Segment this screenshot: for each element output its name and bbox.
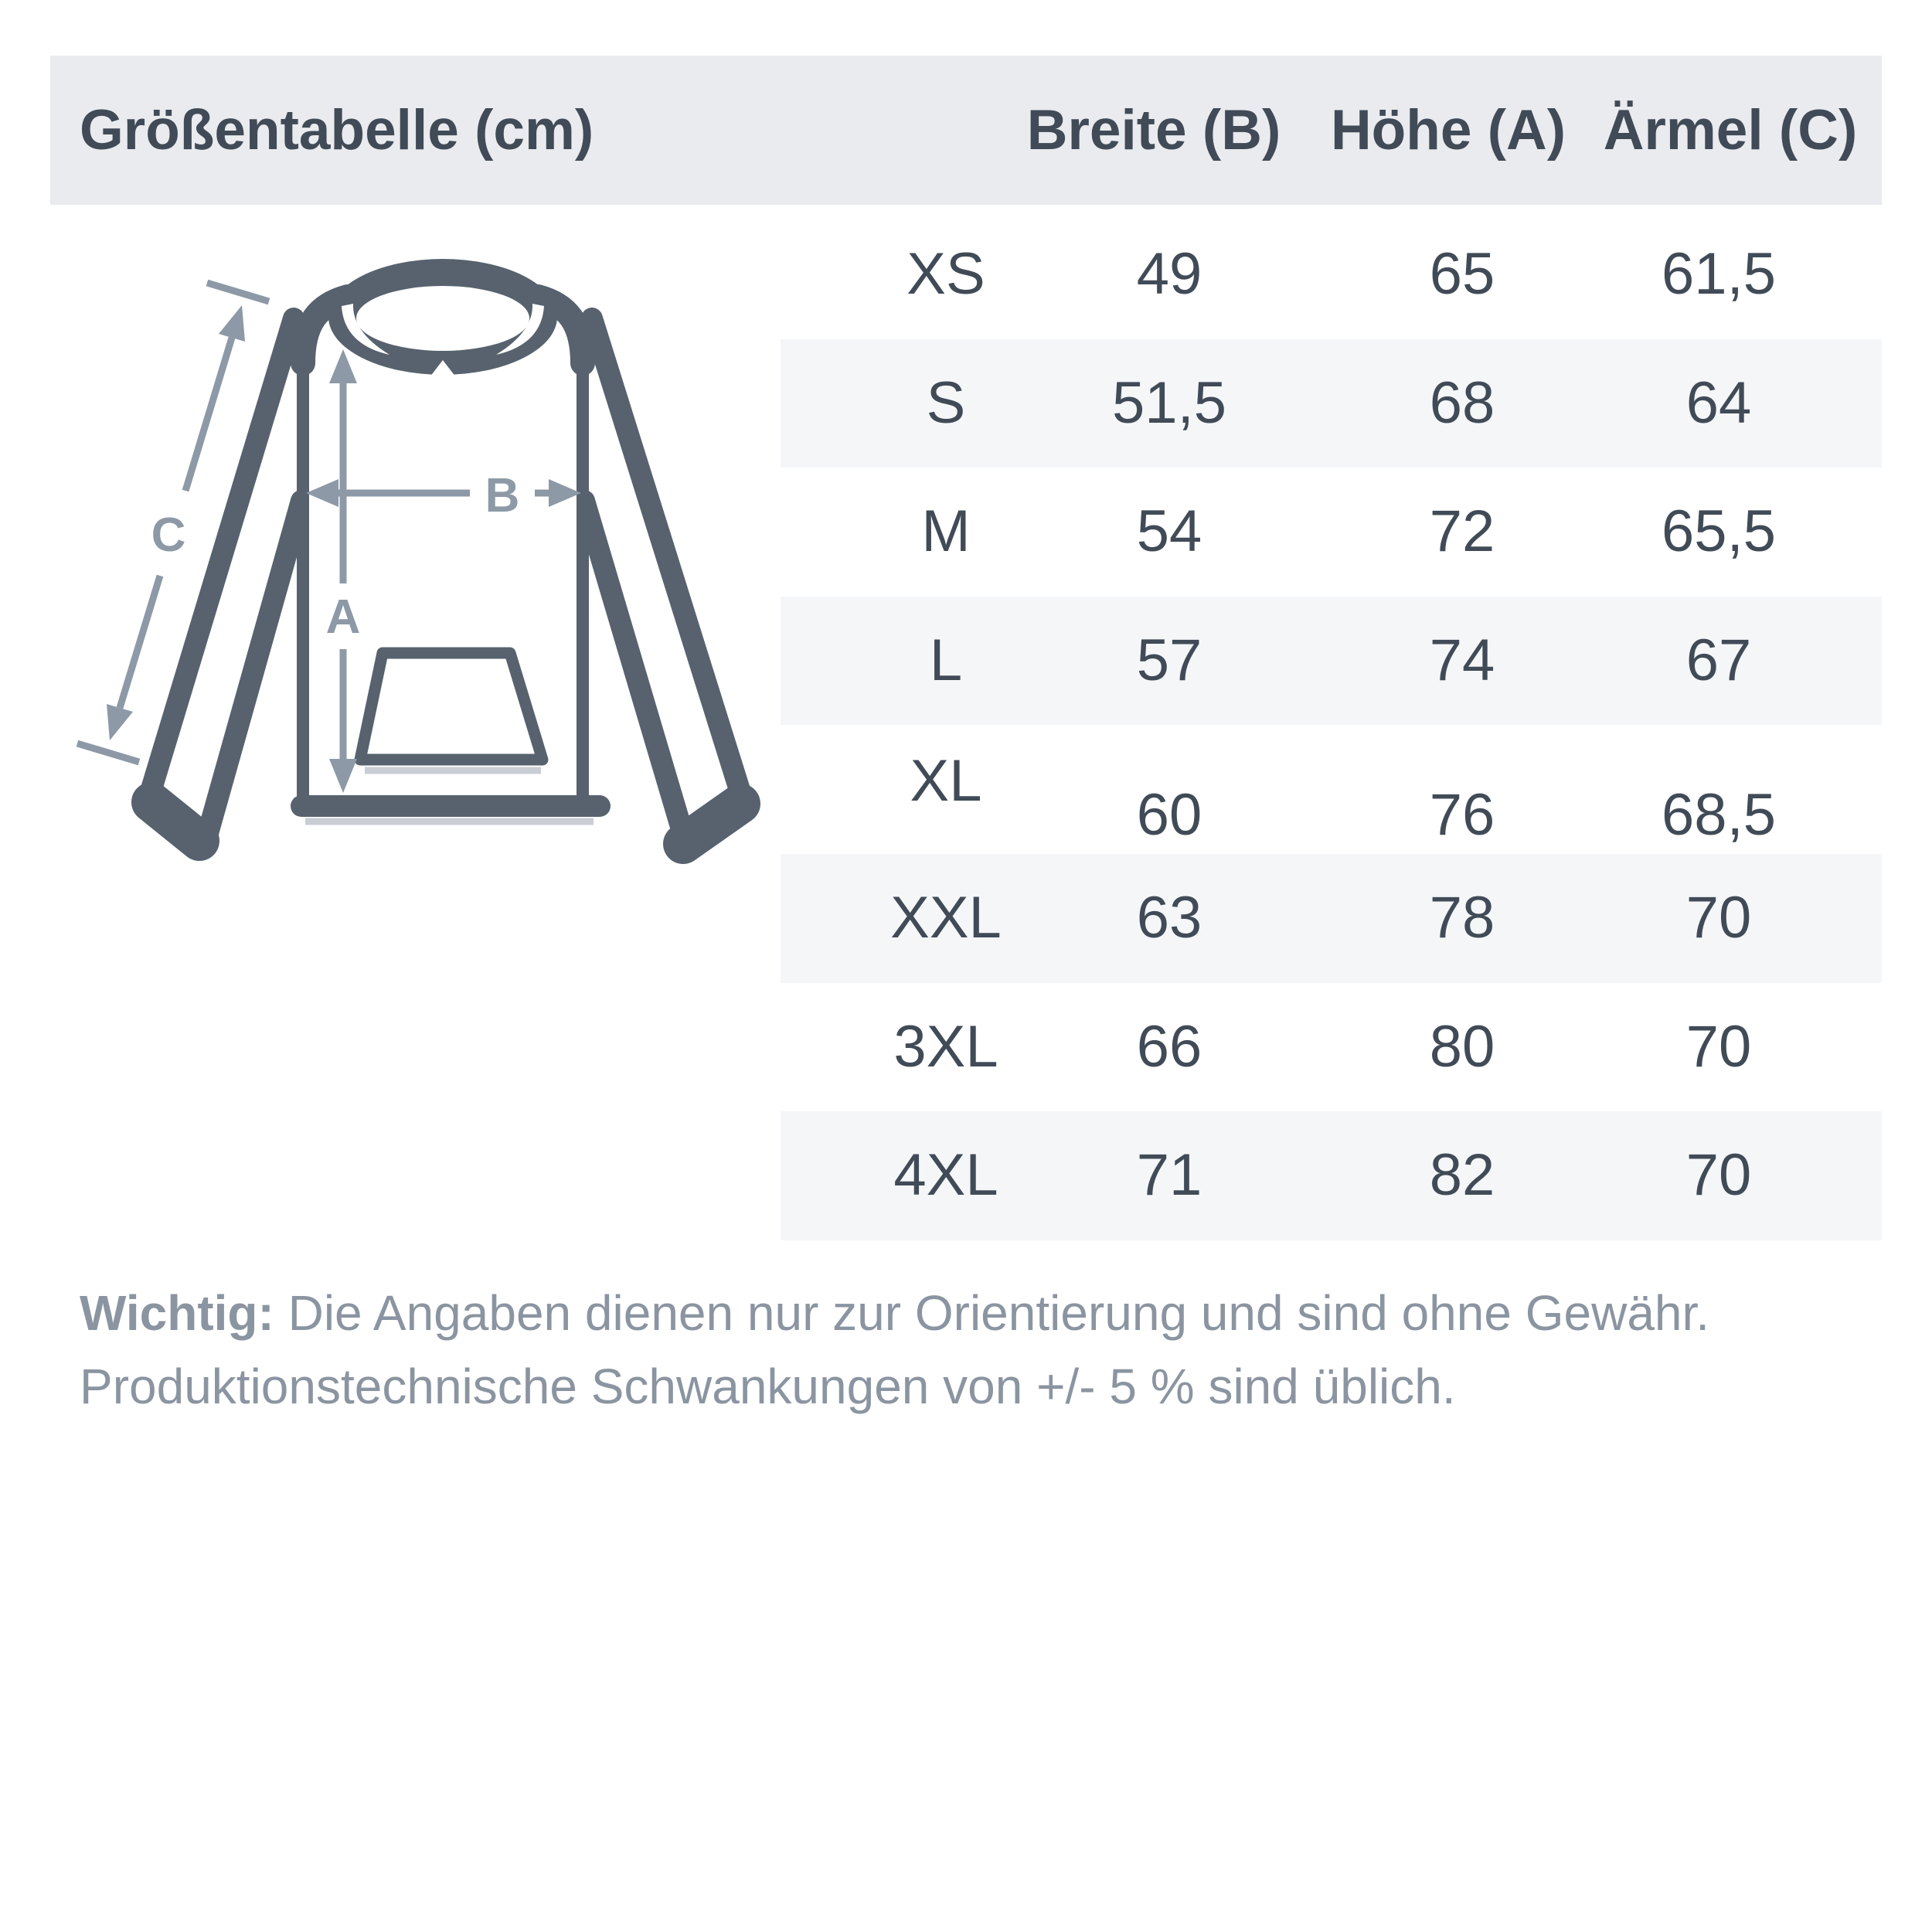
- breite-value: 63: [1136, 884, 1202, 951]
- hoehe-value: 72: [1429, 498, 1495, 565]
- column-header-aermel: Ärmel (C): [1603, 99, 1858, 162]
- size-label: XS: [906, 241, 985, 307]
- label-a: A: [326, 590, 361, 644]
- measure-arrow-b: B: [306, 469, 581, 522]
- footer-note-line1: Die Angaben dienen nur zur Orientierung …: [274, 1285, 1710, 1341]
- page-title: Größentabelle (cm): [80, 99, 594, 162]
- footer-note: Wichtig: Die Angaben dienen nur zur Orie…: [80, 1277, 1872, 1423]
- hoehe-value: 68: [1429, 369, 1495, 436]
- table-row-m: M 54 72 65,5: [781, 468, 1882, 597]
- aermel-value: 64: [1685, 369, 1752, 436]
- table-row-xl: XL 60 76 68,5: [781, 725, 1882, 854]
- size-label: S: [926, 369, 966, 436]
- hoehe-value: 82: [1429, 1142, 1495, 1209]
- table-row-3xl: 3XL 66 80 70: [781, 983, 1882, 1112]
- breite-value: 60: [1136, 782, 1202, 849]
- hoodie-diagram-svg: A B C: [76, 259, 760, 864]
- table-row-l: L 57 74 67: [781, 596, 1882, 726]
- hoehe-value: 65: [1429, 241, 1495, 307]
- breite-value: 49: [1136, 241, 1202, 307]
- hoehe-value: 80: [1429, 1013, 1495, 1080]
- aermel-value: 70: [1685, 1142, 1752, 1209]
- size-label: M: [921, 498, 971, 565]
- size-table: XS 49 65 61,5 S 51,5 68 64 M 54 72 65,5 …: [781, 210, 1882, 1240]
- size-label: 3XL: [893, 1013, 998, 1080]
- header-band: Größentabelle (cm) Breite (B) Höhe (A) Ä…: [50, 56, 1882, 205]
- measure-arrow-c: C: [76, 279, 270, 766]
- hoodie-hood: [328, 259, 557, 380]
- breite-value: 71: [1136, 1142, 1202, 1209]
- aermel-value: 67: [1685, 627, 1752, 693]
- footer-note-bold: Wichtig:: [80, 1285, 274, 1341]
- hoodie-sleeves: [131, 308, 760, 864]
- table-row-xs: XS 49 65 61,5: [781, 210, 1882, 339]
- column-header-hoehe: Höhe (A): [1330, 99, 1566, 162]
- size-label: 4XL: [893, 1142, 998, 1209]
- table-row-s: S 51,5 68 64: [781, 338, 1882, 468]
- aermel-value: 61,5: [1662, 241, 1776, 307]
- aermel-value: 70: [1685, 1013, 1752, 1080]
- table-row-xxl: XXL 63 78 70: [781, 853, 1882, 983]
- hoehe-value: 74: [1429, 627, 1495, 693]
- label-c: C: [151, 509, 186, 562]
- column-header-breite: Breite (B): [1026, 99, 1281, 162]
- hoehe-value: 76: [1429, 782, 1495, 849]
- aermel-value: 70: [1685, 884, 1752, 951]
- size-label: L: [929, 627, 963, 693]
- breite-value: 54: [1136, 498, 1202, 565]
- size-label: XL: [910, 748, 982, 815]
- breite-value: 51,5: [1112, 369, 1226, 436]
- breite-value: 57: [1136, 627, 1202, 693]
- hoodie-measurement-diagram: A B C: [70, 232, 804, 912]
- size-label: XXL: [890, 884, 1002, 951]
- label-b: B: [485, 469, 520, 522]
- hoodie-pocket: [354, 647, 549, 774]
- table-row-4xl: 4XL 71 82 70: [781, 1111, 1882, 1240]
- breite-value: 66: [1136, 1013, 1202, 1080]
- aermel-value: 65,5: [1662, 498, 1776, 565]
- measure-arrow-a: A: [326, 349, 361, 793]
- footer-note-line2: Produktionstechnische Schwankungen von +…: [80, 1359, 1456, 1414]
- aermel-value: 68,5: [1662, 782, 1776, 849]
- hoehe-value: 78: [1429, 884, 1495, 951]
